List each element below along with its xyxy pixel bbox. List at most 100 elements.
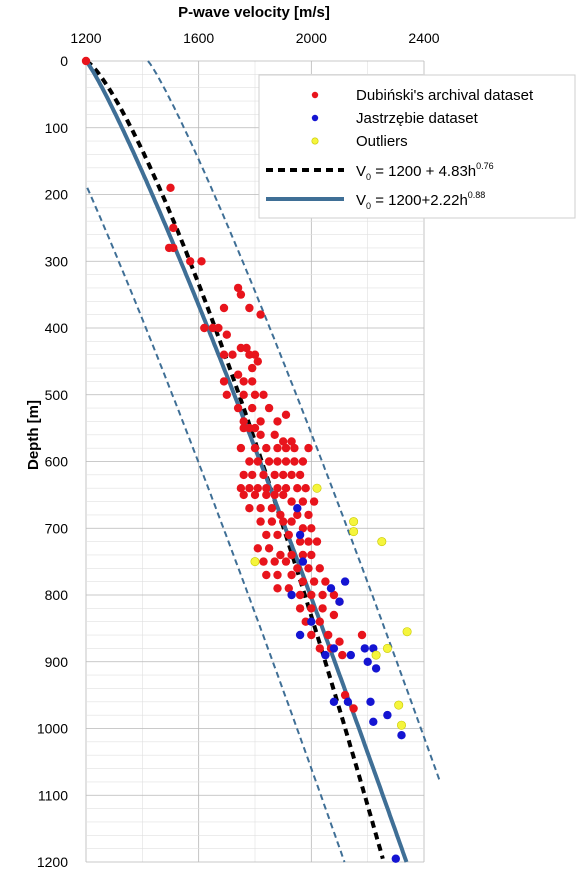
point-dubinski	[253, 544, 262, 553]
point-dubinski	[290, 443, 299, 453]
point-dubinski	[273, 484, 282, 493]
x-tick-label: 1600	[183, 30, 214, 46]
point-dubinski	[270, 557, 279, 566]
y-tick-label: 0	[60, 53, 68, 69]
point-dubinski	[267, 517, 277, 526]
y-tick-label: 1200	[37, 854, 68, 870]
point-dubinski	[309, 497, 319, 506]
point-dubinski	[295, 604, 305, 613]
point-dubinski	[236, 290, 246, 299]
point-dubinski	[335, 637, 344, 646]
legend-label-dashed-fit: V0 = 1200 + 4.83h0.76	[356, 161, 494, 182]
y-tick-label: 500	[45, 387, 69, 403]
y-axis-title: Depth [m]	[25, 400, 42, 470]
point-dubinski	[357, 630, 367, 640]
point-dubinski	[298, 524, 308, 533]
legend-marker-jastrzebie	[311, 114, 319, 122]
point-dubinski	[307, 524, 316, 533]
point-dubinski	[279, 490, 288, 500]
point-dubinski	[250, 443, 260, 453]
point-dubinski	[304, 564, 313, 573]
point-dubinski	[279, 437, 288, 446]
point-dubinski	[233, 283, 243, 293]
point-dubinski	[273, 570, 282, 580]
point-dubinski	[262, 530, 271, 540]
point-dubinski	[186, 257, 195, 266]
legend-solid-formula: = 1200+2.22h	[371, 192, 468, 209]
point-dubinski	[239, 417, 248, 426]
point-jastrzebie	[369, 644, 378, 653]
point-dubinski	[200, 323, 209, 333]
point-dubinski	[273, 530, 282, 540]
y-tick-labels: 0 100 200 300 400 500 600 700 800 900 1000 1100 1200	[37, 53, 68, 870]
point-dubinski	[329, 610, 339, 620]
point-outliers	[250, 557, 260, 567]
point-dubinski	[264, 457, 274, 466]
point-outliers	[349, 517, 359, 527]
point-dubinski	[315, 644, 324, 653]
y-tick-label: 400	[45, 320, 69, 336]
point-dubinski	[304, 443, 313, 453]
point-dubinski	[248, 403, 257, 413]
y-tick-label: 1000	[37, 721, 68, 737]
x-tick-label: 2000	[296, 30, 327, 46]
point-dubinski	[233, 403, 243, 413]
point-dubinski	[239, 377, 248, 386]
point-dubinski	[287, 550, 296, 560]
point-jastrzebie	[293, 504, 302, 513]
point-dubinski	[250, 350, 260, 359]
point-dubinski	[276, 510, 285, 520]
point-dubinski	[276, 550, 285, 560]
point-dubinski	[233, 370, 243, 379]
point-jastrzebie	[383, 710, 392, 720]
point-dubinski	[262, 570, 271, 580]
point-dubinski	[298, 497, 308, 506]
point-dubinski	[298, 550, 308, 560]
y-tick-label: 300	[45, 253, 69, 269]
point-dubinski	[166, 183, 175, 192]
point-dubinski	[262, 443, 271, 453]
point-dubinski	[248, 377, 257, 386]
point-dubinski	[253, 457, 262, 466]
point-dubinski	[253, 357, 262, 366]
point-jastrzebie	[391, 854, 400, 863]
point-dubinski	[273, 417, 282, 426]
legend-marker-outliers	[311, 137, 319, 145]
point-dubinski	[315, 564, 324, 573]
y-tick-label: 200	[45, 187, 69, 203]
x-tick-label: 2400	[408, 30, 439, 46]
legend-label-solid-fit: V0 = 1200+2.22h0.88	[356, 190, 485, 211]
point-dubinski	[329, 590, 339, 600]
legend-label-jastrzebie: Jastrzębie dataset	[356, 110, 479, 127]
point-dubinski	[279, 517, 288, 526]
point-dubinski	[301, 484, 310, 493]
y-tick-label: 700	[45, 520, 69, 536]
point-dubinski	[287, 437, 296, 446]
point-dubinski	[281, 457, 291, 466]
legend-solid-exp: 0.88	[468, 190, 486, 200]
point-dubinski	[307, 590, 316, 600]
point-jastrzebie	[287, 590, 296, 600]
legend: Dubiński's archival dataset Jastrzębie d…	[258, 74, 576, 219]
point-dubinski	[290, 457, 299, 466]
point-dubinski	[284, 584, 293, 593]
point-dubinski	[318, 590, 327, 600]
point-dubinski	[287, 570, 296, 580]
point-dubinski	[248, 470, 257, 480]
point-dubinski	[228, 350, 237, 359]
data-points	[81, 56, 412, 863]
point-dubinski	[256, 310, 265, 319]
point-dubinski	[307, 604, 316, 613]
y-tick-label: 800	[45, 587, 69, 603]
point-dubinski	[259, 557, 268, 566]
point-dubinski	[295, 470, 305, 480]
point-jastrzebie	[298, 557, 308, 566]
point-dubinski	[293, 484, 302, 493]
point-dubinski	[250, 423, 260, 433]
point-dubinski	[281, 484, 291, 493]
point-dubinski	[259, 390, 268, 399]
point-jastrzebie	[326, 584, 336, 593]
point-outliers	[377, 537, 387, 547]
point-outliers	[382, 643, 392, 653]
